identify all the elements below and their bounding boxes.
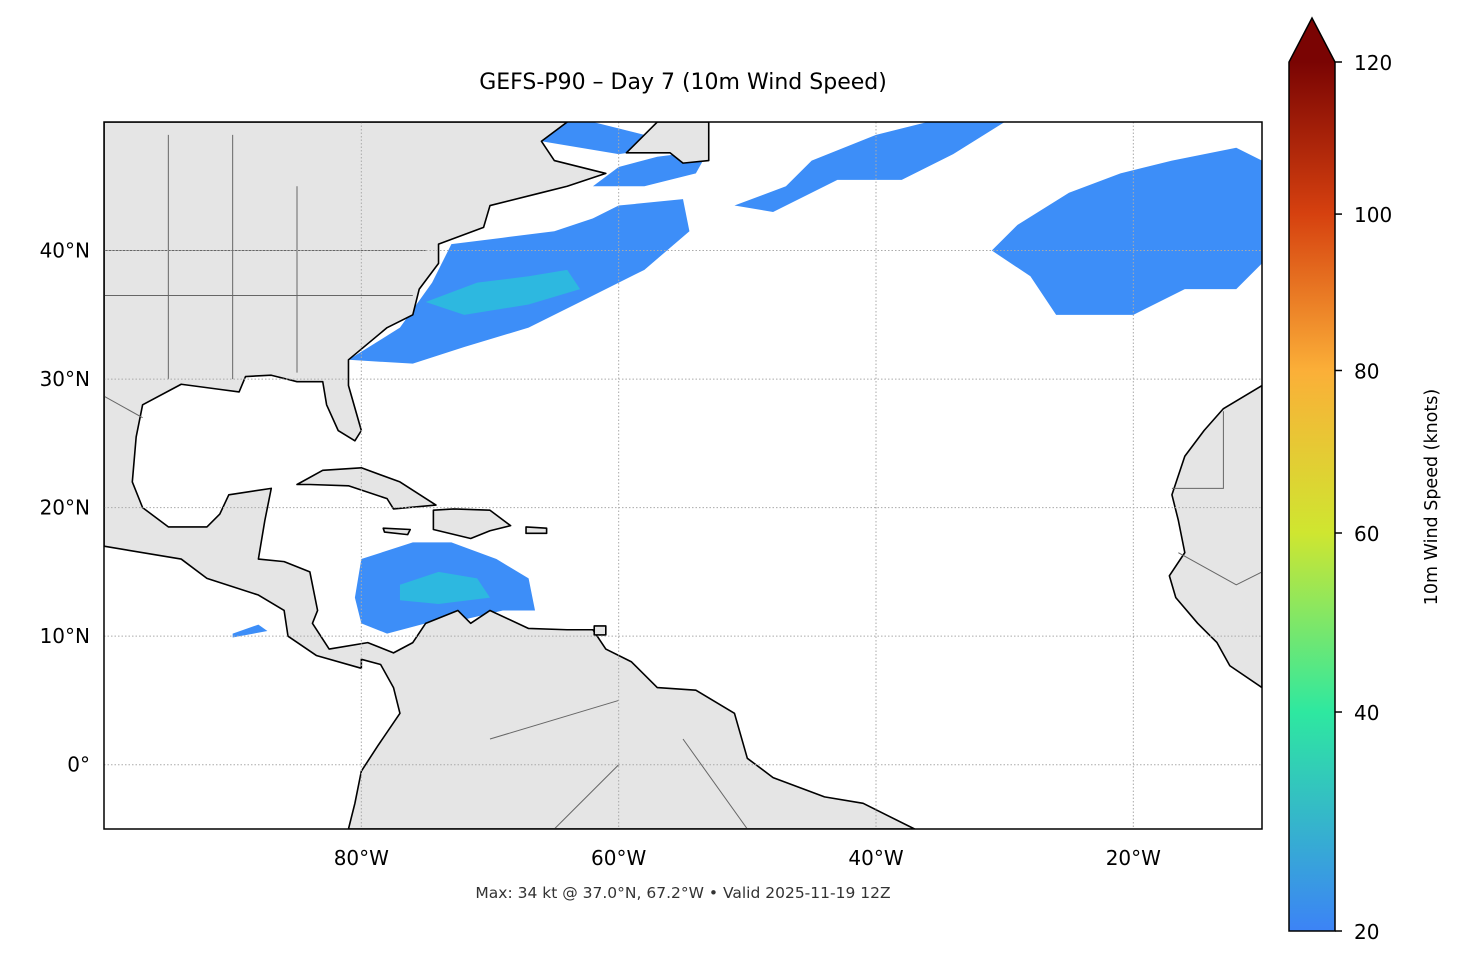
country-border [1171, 411, 1224, 489]
country-border [104, 395, 143, 419]
lat-tick-label: 10°N [40, 624, 90, 648]
country-border [682, 738, 748, 829]
land-coastline [296, 466, 437, 510]
lat-tick-label: 20°N [40, 496, 90, 520]
colorbar-tick-label: 120 [1354, 51, 1392, 75]
colorbar-tick-label: 80 [1354, 359, 1379, 383]
lon-tick-label: 20°W [1106, 846, 1161, 870]
colorbar-tick-label: 100 [1354, 203, 1392, 227]
land-coastline [525, 526, 548, 535]
wind-core [399, 571, 490, 605]
wind-area [734, 122, 1005, 212]
lon-tick-label: 60°W [591, 846, 646, 870]
lat-tick-label: 0° [67, 753, 90, 777]
land-coastline [625, 122, 710, 164]
colorbar [1289, 62, 1335, 931]
wind-area [232, 624, 268, 638]
map-frame [103, 121, 1263, 830]
colorbar-label: 10m Wind Speed (knots) [1422, 388, 1442, 606]
wind-core [425, 269, 581, 315]
colorbar-tick-label: 40 [1354, 701, 1379, 725]
colorbar-tick-label: 60 [1354, 522, 1379, 546]
colorbar-tick-label: 20 [1354, 920, 1379, 944]
map-title: GEFS-P90 – Day 7 (10m Wind Speed) [479, 70, 887, 95]
land-coastline [382, 527, 412, 536]
wind-area [991, 147, 1262, 315]
lon-tick-label: 80°W [334, 846, 389, 870]
colorbar-extend-arrow [1289, 18, 1335, 62]
colorbar-outline [1288, 16, 1336, 932]
land-coastline [593, 625, 607, 636]
country-border [1178, 552, 1262, 586]
country-border [489, 699, 619, 740]
lon-tick-label: 40°W [848, 846, 903, 870]
lat-tick-label: 30°N [40, 367, 90, 391]
land-coastline [1168, 384, 1262, 689]
max-valid-caption: Max: 34 kt @ 37.0°N, 67.2°W • Valid 2025… [475, 884, 891, 902]
country-border [553, 764, 620, 829]
lat-tick-label: 40°N [40, 239, 90, 263]
land-coastline [104, 122, 916, 829]
land-coastline [432, 508, 512, 540]
map-layer [104, 122, 1262, 829]
